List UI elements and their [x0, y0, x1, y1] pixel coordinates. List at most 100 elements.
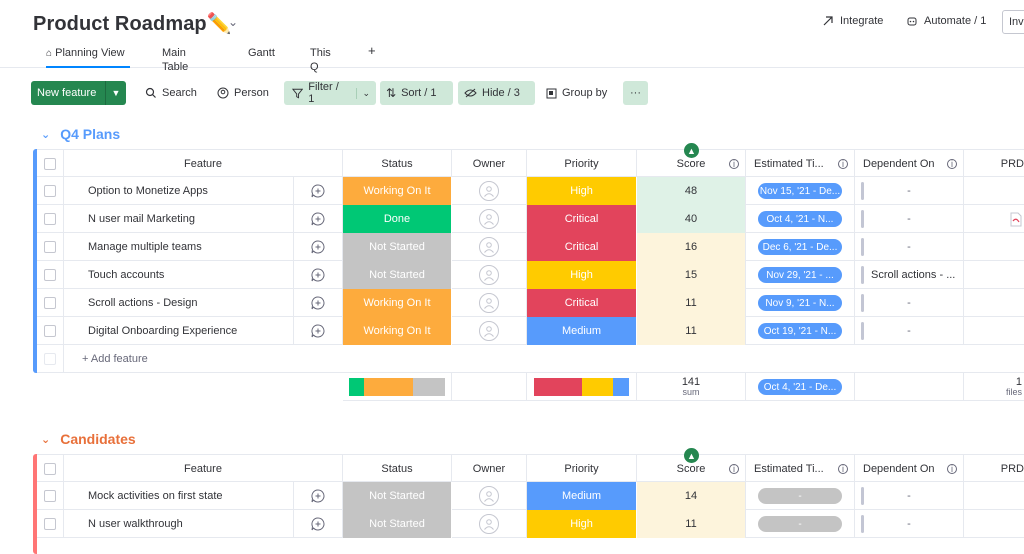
- automate-button[interactable]: Automate / 1: [906, 15, 986, 27]
- row-checkbox[interactable]: [44, 518, 56, 530]
- table-row[interactable]: Scroll actions - Design Working On It Crit…: [37, 289, 1024, 317]
- row-checkbox-cell[interactable]: [37, 177, 64, 205]
- more-button[interactable]: ···: [623, 81, 648, 105]
- add-update-icon[interactable]: [311, 296, 325, 310]
- select-all-checkbox[interactable]: [44, 463, 56, 475]
- owner-cell[interactable]: [452, 233, 527, 261]
- date-range-pill[interactable]: Oct 4, '21 - De...: [758, 379, 842, 395]
- prd-cell[interactable]: [964, 177, 1024, 205]
- person-button[interactable]: Person: [211, 81, 275, 105]
- status-cell[interactable]: Not Started: [343, 482, 452, 510]
- board-title[interactable]: Product Roadmap✏️: [33, 13, 232, 35]
- updates-cell[interactable]: [294, 317, 343, 345]
- priority-cell[interactable]: Critical: [527, 233, 637, 261]
- group-header[interactable]: ⌄ Candidates: [41, 431, 136, 447]
- table-row[interactable]: Digital Onboarding Experience Working On …: [37, 317, 1024, 345]
- dependent-cell[interactable]: -: [855, 482, 964, 510]
- owner-cell[interactable]: [452, 510, 527, 538]
- timeline-pill[interactable]: Oct 4, '21 - N...: [758, 211, 842, 227]
- updates-cell[interactable]: [294, 510, 343, 538]
- updates-cell[interactable]: [294, 261, 343, 289]
- estimated-cell[interactable]: Oct 4, '21 - N...: [746, 205, 855, 233]
- table-row[interactable]: Option to Monetize Apps Working On It High…: [37, 177, 1024, 205]
- col-estimated[interactable]: Estimated Ti... i: [746, 455, 855, 483]
- avatar[interactable]: [479, 265, 499, 285]
- row-checkbox[interactable]: [44, 325, 56, 337]
- integrate-button[interactable]: Integrate: [822, 15, 883, 27]
- estimated-cell[interactable]: Nov 29, '21 - ...: [746, 261, 855, 289]
- select-all-checkbox[interactable]: [44, 158, 56, 170]
- feature-cell[interactable]: Digital Onboarding Experience: [64, 317, 294, 345]
- timeline-pill[interactable]: Nov 15, '21 - De...: [758, 183, 842, 199]
- priority-cell[interactable]: Medium: [527, 317, 637, 345]
- updates-cell[interactable]: [294, 482, 343, 510]
- dependent-cell[interactable]: -: [855, 289, 964, 317]
- timeline-pill[interactable]: Nov 29, '21 - ...: [758, 267, 842, 283]
- estimated-cell[interactable]: -: [746, 510, 855, 538]
- priority-cell[interactable]: Critical: [527, 289, 637, 317]
- status-cell[interactable]: Not Started: [343, 510, 452, 538]
- timeline-pill[interactable]: -: [758, 488, 842, 504]
- owner-cell[interactable]: [452, 205, 527, 233]
- add-update-icon[interactable]: [311, 324, 325, 338]
- estimated-cell[interactable]: Nov 9, '21 - N...: [746, 289, 855, 317]
- tab-main-table[interactable]: Main Table: [162, 46, 188, 73]
- add-update-icon[interactable]: [311, 184, 325, 198]
- row-checkbox[interactable]: [44, 241, 56, 253]
- priority-cell[interactable]: Critical: [527, 205, 637, 233]
- row-checkbox[interactable]: [44, 213, 56, 225]
- col-priority[interactable]: Priority: [527, 455, 637, 483]
- avatar[interactable]: [479, 181, 499, 201]
- status-cell[interactable]: Not Started: [343, 261, 452, 289]
- info-icon[interactable]: i: [729, 159, 739, 169]
- hide-button[interactable]: Hide / 3: [458, 81, 535, 105]
- info-icon[interactable]: i: [947, 464, 957, 474]
- row-checkbox[interactable]: [44, 269, 56, 281]
- owner-cell[interactable]: [452, 261, 527, 289]
- avatar[interactable]: [479, 486, 499, 506]
- feature-cell[interactable]: Option to Monetize Apps: [64, 177, 294, 205]
- dependent-cell[interactable]: -: [855, 233, 964, 261]
- timeline-pill[interactable]: -: [758, 516, 842, 532]
- add-feature-label[interactable]: + Add feature: [82, 353, 148, 365]
- info-icon[interactable]: i: [947, 159, 957, 169]
- dependent-cell[interactable]: -: [855, 177, 964, 205]
- table-row[interactable]: N user walkthrough Not Started High 11 - -: [37, 510, 1024, 538]
- table-row[interactable]: N user mail Marketing Done Critical 40 Oct 4…: [37, 205, 1024, 233]
- priority-cell[interactable]: High: [527, 177, 637, 205]
- estimated-cell[interactable]: Oct 19, '21 - N...: [746, 317, 855, 345]
- priority-cell[interactable]: High: [527, 510, 637, 538]
- prd-cell[interactable]: [964, 482, 1024, 510]
- group-header[interactable]: ⌄ Q4 Plans: [41, 126, 120, 142]
- col-feature[interactable]: Feature: [64, 455, 343, 483]
- add-update-icon[interactable]: [311, 517, 325, 531]
- priority-cell[interactable]: Medium: [527, 482, 637, 510]
- prd-cell[interactable]: [964, 205, 1024, 233]
- search-button[interactable]: Search: [139, 81, 203, 105]
- dependent-cell[interactable]: -: [855, 317, 964, 345]
- col-prd[interactable]: PRD: [964, 455, 1024, 483]
- col-priority[interactable]: Priority: [527, 150, 637, 178]
- select-all-cell[interactable]: [37, 150, 64, 178]
- dependent-cell[interactable]: -: [855, 510, 964, 538]
- estimated-cell[interactable]: -: [746, 482, 855, 510]
- chevron-down-icon[interactable]: ⌄: [228, 15, 239, 29]
- tab-planning-view[interactable]: ⌂ Planning View: [46, 46, 130, 68]
- row-checkbox[interactable]: [44, 185, 56, 197]
- col-status[interactable]: Status: [343, 150, 452, 178]
- row-checkbox-cell[interactable]: [37, 289, 64, 317]
- invite-button[interactable]: Inv: [1002, 10, 1024, 34]
- col-owner[interactable]: Owner: [452, 150, 527, 178]
- row-checkbox-cell[interactable]: [37, 482, 64, 510]
- score-cell[interactable]: 11: [637, 289, 746, 317]
- add-update-icon[interactable]: [311, 268, 325, 282]
- add-update-icon[interactable]: [311, 212, 325, 226]
- score-cell[interactable]: 48: [637, 177, 746, 205]
- status-summary[interactable]: [343, 373, 452, 401]
- avatar[interactable]: [479, 514, 499, 534]
- avatar[interactable]: [479, 293, 499, 313]
- feature-cell[interactable]: Touch accounts: [64, 261, 294, 289]
- chevron-down-icon[interactable]: ▼: [105, 81, 126, 105]
- add-view-button[interactable]: +: [368, 44, 376, 66]
- new-feature-button[interactable]: New feature ▼: [31, 81, 126, 105]
